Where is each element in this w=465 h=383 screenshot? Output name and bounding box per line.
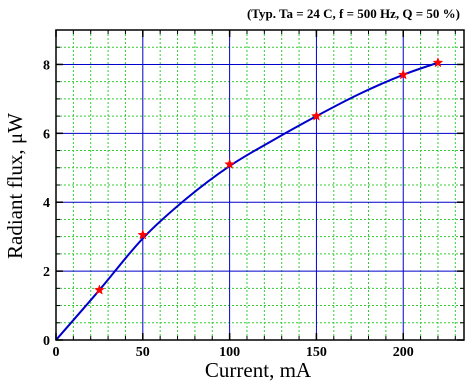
y-tick-label: 0 — [43, 334, 50, 349]
data-point-star — [137, 229, 149, 240]
x-tick-label: 0 — [53, 345, 60, 360]
data-point-star — [397, 69, 409, 80]
tick-labels: 0 50 100 150 200 0 2 4 6 8 — [43, 58, 414, 360]
x-tick-label: 100 — [219, 345, 240, 360]
series-layer — [55, 57, 444, 341]
flux-curve — [55, 61, 439, 341]
data-point-star — [93, 284, 105, 295]
x-tick-label: 50 — [136, 345, 150, 360]
y-tick-label: 8 — [43, 58, 50, 73]
y-tick-label: 2 — [43, 265, 50, 280]
data-point-star — [310, 110, 322, 121]
minor-grid — [56, 30, 464, 340]
data-point-star — [432, 57, 444, 68]
data-point-star — [224, 158, 236, 169]
axis-ticks — [55, 30, 464, 341]
y-axis-title: Radiant flux, μW — [3, 113, 27, 259]
y-tick-label: 6 — [43, 127, 50, 142]
x-tick-label: 150 — [306, 345, 327, 360]
x-axis-title: Current, mA — [205, 358, 312, 382]
x-tick-label: 200 — [393, 345, 414, 360]
chart-annotation: (Typ. Ta = 24 C, f = 500 Hz, Q = 50 %) — [247, 6, 460, 21]
major-grid — [56, 30, 464, 340]
y-tick-label: 4 — [43, 196, 50, 211]
